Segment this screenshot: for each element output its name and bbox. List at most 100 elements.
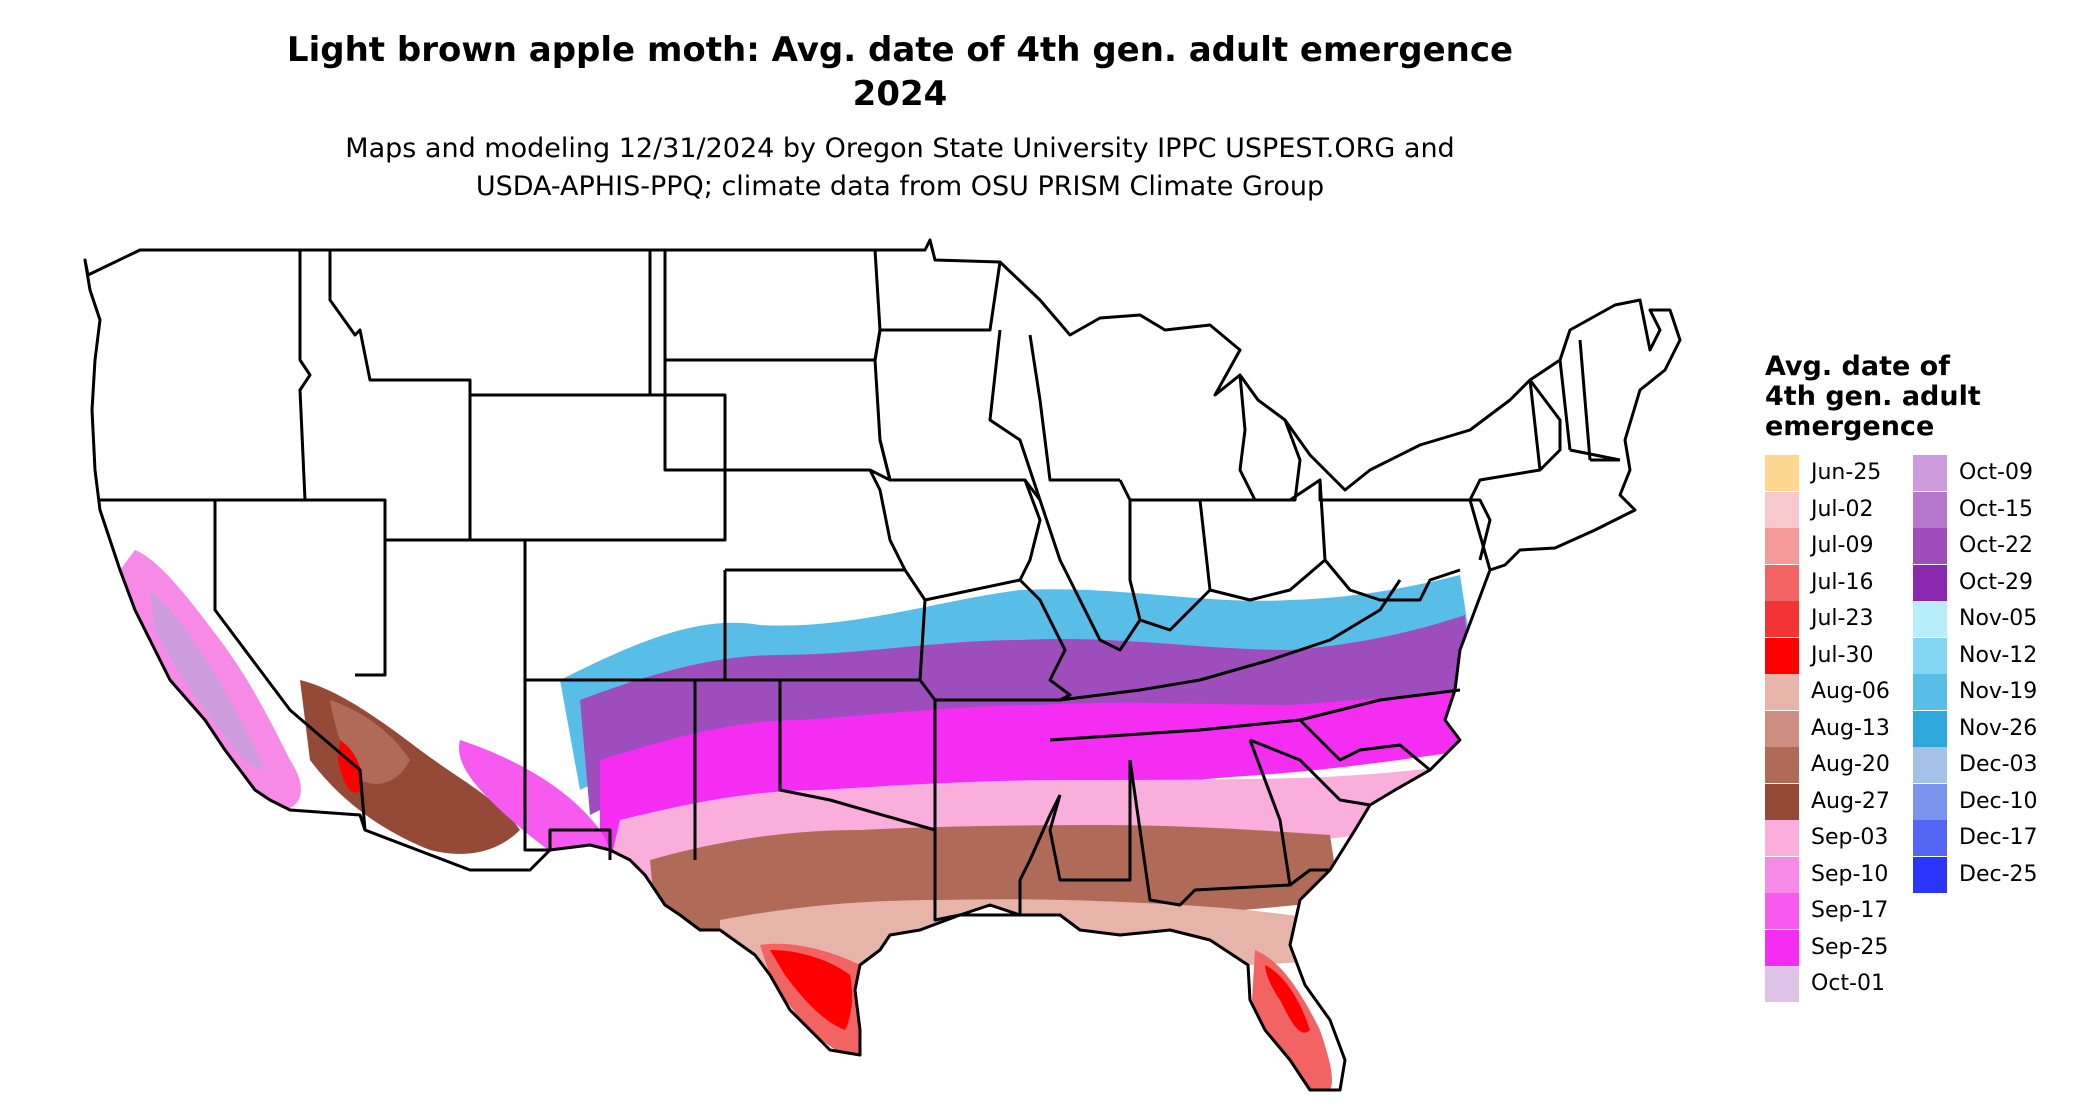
border-north-carolina bbox=[1298, 718, 1431, 772]
legend-item: Dec-10 bbox=[1913, 783, 2063, 820]
legend-label: Oct-15 bbox=[1959, 496, 2033, 522]
legend-item: Oct-15 bbox=[1913, 491, 2063, 528]
legend-item: Oct-01 bbox=[1765, 966, 1915, 1002]
legend-swatch bbox=[1765, 674, 1799, 710]
legend-item: Jun-25 bbox=[1765, 455, 1915, 491]
map-title-line-2: 2024 bbox=[852, 74, 948, 114]
legend-item: Jul-30 bbox=[1765, 637, 1915, 674]
legend-label: Oct-22 bbox=[1959, 533, 2033, 558]
legend-label: Nov-12 bbox=[1959, 642, 2038, 668]
legend-label: Sep-17 bbox=[1811, 898, 1889, 923]
legend-swatch bbox=[1913, 674, 1947, 710]
legend-swatch bbox=[1765, 528, 1799, 564]
legend-label: Jul-16 bbox=[1811, 569, 1874, 595]
legend-swatch bbox=[1765, 820, 1799, 856]
legend-label: Dec-25 bbox=[1959, 861, 2038, 887]
legend-item: Jul-23 bbox=[1765, 601, 1915, 637]
legend-item: Aug-27 bbox=[1765, 783, 1915, 820]
legend-swatch bbox=[1913, 528, 1947, 564]
legend-label: Oct-01 bbox=[1811, 971, 1885, 996]
legend-swatch bbox=[1913, 637, 1947, 674]
border-west-virginia-virginia bbox=[1323, 559, 1461, 602]
border-nevada-utah bbox=[355, 500, 387, 677]
legend-title-line-1: Avg. date of bbox=[1765, 351, 1950, 382]
legend-swatch bbox=[1913, 820, 1947, 856]
legend-item: Oct-09 bbox=[1913, 455, 2063, 491]
legend-title-line-2: 4th gen. adult bbox=[1765, 381, 1981, 412]
border-washington-oregon-idaho bbox=[100, 250, 312, 502]
legend-label: Oct-09 bbox=[1959, 460, 2033, 485]
legend-item: Jul-02 bbox=[1765, 491, 1915, 528]
legend-swatch bbox=[1765, 455, 1799, 491]
legend-swatch bbox=[1765, 710, 1799, 747]
legend-item: Sep-17 bbox=[1765, 893, 1915, 929]
border-minnesota bbox=[873, 261, 1002, 361]
legend-label: Aug-13 bbox=[1811, 715, 1890, 741]
band-jul-30-arizona bbox=[338, 740, 363, 793]
border-kentucky-tennessee bbox=[1059, 579, 1402, 702]
legend-swatch bbox=[1913, 856, 1947, 893]
legend-item: Sep-25 bbox=[1765, 929, 1915, 966]
legend-item: Oct-22 bbox=[1913, 528, 2063, 564]
legend-swatch bbox=[1913, 747, 1947, 783]
legend-swatch bbox=[1913, 710, 1947, 747]
border-arizona-new-mexico bbox=[523, 680, 612, 860]
border-california-nevada bbox=[213, 500, 367, 831]
border-iowa-missouri bbox=[1018, 479, 1042, 581]
border-montana bbox=[328, 250, 652, 397]
legend-item: Oct-29 bbox=[1913, 564, 2063, 601]
band-jul-30-texas bbox=[770, 950, 853, 1030]
legend-label: Jul-30 bbox=[1811, 642, 1874, 668]
border-oklahoma bbox=[695, 678, 937, 832]
legend-item: Sep-10 bbox=[1765, 856, 1915, 893]
legend-swatch bbox=[1765, 856, 1799, 893]
map-subtitle: Maps and modeling 12/31/2024 by Oregon S… bbox=[0, 130, 1800, 206]
legend-swatch bbox=[1913, 455, 1947, 491]
legend-item: Jul-16 bbox=[1765, 564, 1915, 601]
border-texas-louisiana bbox=[933, 794, 1062, 922]
map-subtitle-line-2: USDA-APHIS-PPQ; climate data from OSU PR… bbox=[475, 171, 1325, 202]
legend-swatch bbox=[1765, 637, 1799, 674]
legend-label: Dec-17 bbox=[1959, 825, 2038, 850]
legend-label: Nov-05 bbox=[1959, 606, 2038, 631]
legend-label: Nov-19 bbox=[1959, 679, 2038, 704]
legend-item: Aug-13 bbox=[1765, 710, 1915, 747]
border-south-carolina bbox=[1249, 738, 1371, 807]
legend-swatch bbox=[1765, 747, 1799, 783]
band-jul-30-florida bbox=[1265, 965, 1310, 1033]
legend-label: Nov-26 bbox=[1959, 715, 2038, 741]
border-new-england bbox=[1528, 339, 1621, 471]
legend-label: Jul-23 bbox=[1811, 606, 1874, 631]
legend-item: Aug-20 bbox=[1765, 747, 1915, 783]
legend-swatch bbox=[1765, 929, 1799, 966]
legend-label: Sep-03 bbox=[1811, 825, 1889, 850]
legend-label: Jul-02 bbox=[1811, 496, 1874, 522]
legend-title: Avg. date of 4th gen. adult emergence bbox=[1765, 352, 2065, 442]
border-mississippi bbox=[1048, 760, 1132, 882]
legend-item: Sep-03 bbox=[1765, 820, 1915, 856]
legend-item: Nov-12 bbox=[1913, 637, 2063, 674]
legend-swatch bbox=[1765, 491, 1799, 528]
national-outline bbox=[83, 238, 1682, 1092]
band-sep-17-new-mexico bbox=[459, 740, 611, 880]
legend-label: Aug-06 bbox=[1811, 679, 1890, 704]
border-illinois bbox=[1038, 479, 1142, 652]
legend-swatch bbox=[1765, 601, 1799, 637]
legend-label: Dec-03 bbox=[1959, 752, 2038, 777]
band-oct-09-california bbox=[150, 590, 265, 770]
map-subtitle-line-1: Maps and modeling 12/31/2024 by Oregon S… bbox=[345, 133, 1455, 164]
legend-item: Nov-19 bbox=[1913, 674, 2063, 710]
legend-label: Aug-20 bbox=[1811, 752, 1890, 777]
legend-swatch bbox=[1765, 783, 1799, 820]
legend-title-line-3: emergence bbox=[1765, 411, 1935, 442]
map-title-line-1: Light brown apple moth: Avg. date of 4th… bbox=[286, 30, 1514, 70]
legend-item: Jul-09 bbox=[1765, 528, 1915, 564]
legend-label: Sep-25 bbox=[1811, 934, 1889, 960]
legend-item: Dec-17 bbox=[1913, 820, 2063, 856]
map-title: Light brown apple moth: Avg. date of 4th… bbox=[0, 28, 1800, 116]
legend-label: Jul-09 bbox=[1811, 533, 1874, 558]
state-boundaries bbox=[83, 238, 1682, 1092]
border-idaho-wyoming bbox=[300, 395, 472, 542]
legend-swatch bbox=[1765, 564, 1799, 601]
legend-label: Oct-29 bbox=[1959, 569, 2033, 595]
